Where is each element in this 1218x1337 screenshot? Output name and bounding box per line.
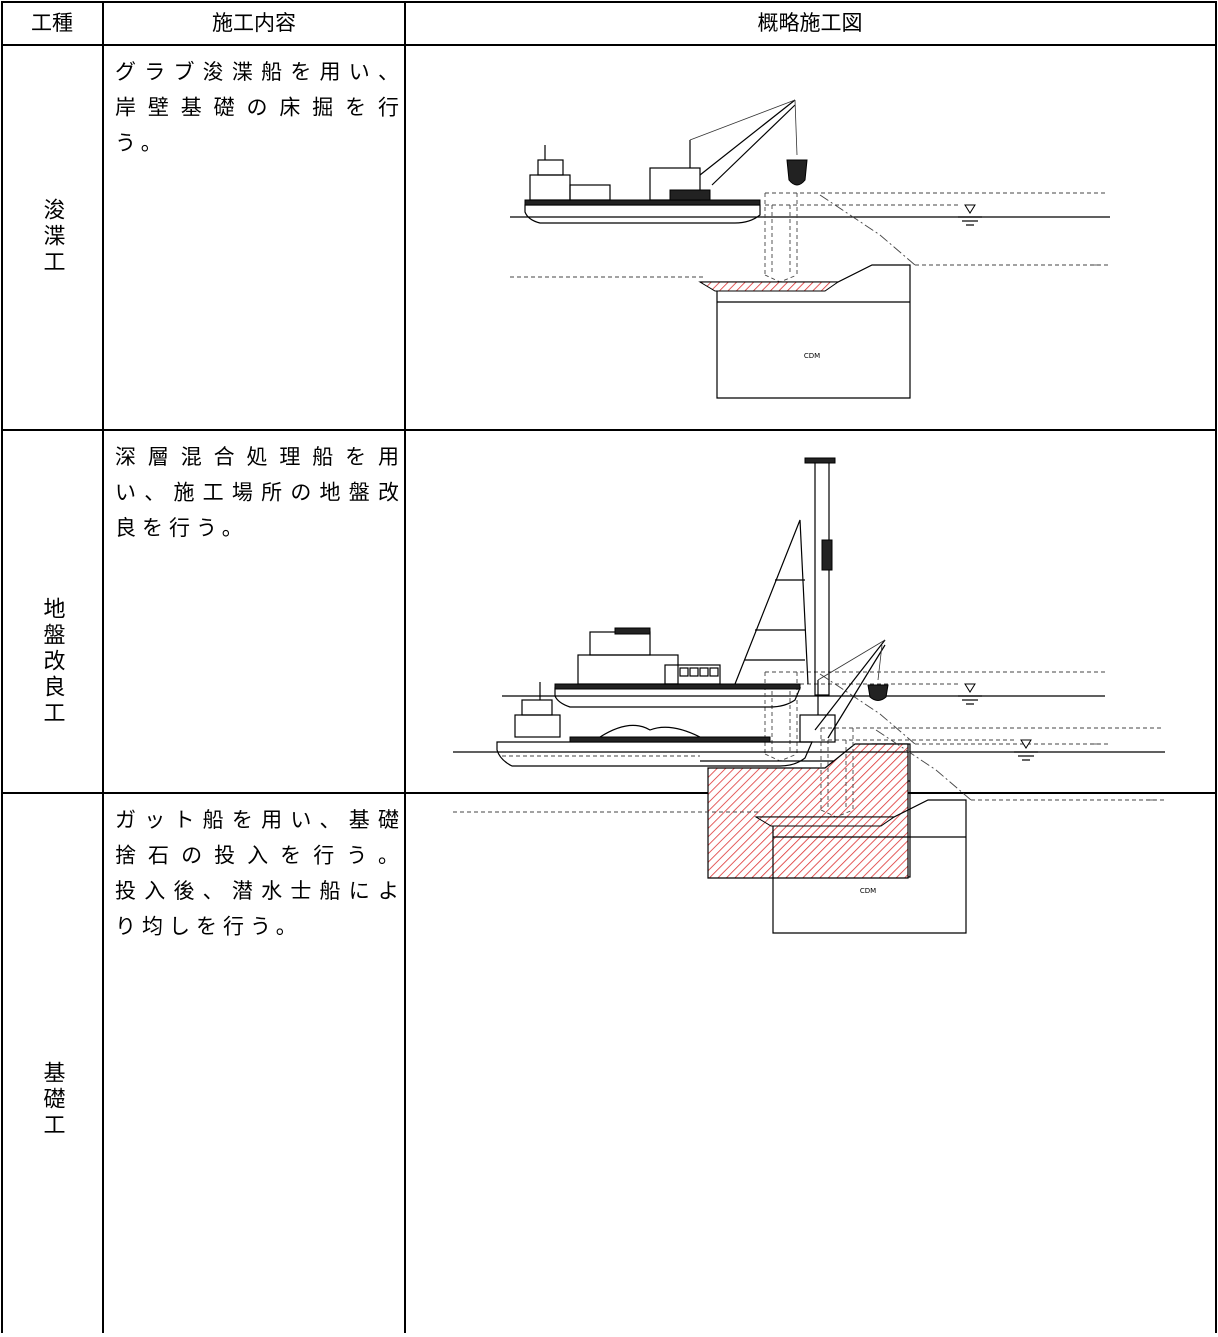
drawing-part <box>669 189 711 201</box>
drawing-part <box>814 461 830 696</box>
drawing-part <box>699 667 709 677</box>
description-line: グラブ浚渫船を用い、 <box>115 60 399 84</box>
drawing-part <box>877 644 883 681</box>
drawing-part <box>786 159 808 186</box>
description-line: う。 <box>115 131 168 155</box>
drawing-part <box>817 639 886 681</box>
diagram-foundation: CDM <box>453 639 1167 934</box>
diagram-label: CDM <box>860 887 876 895</box>
drawing-part <box>711 104 796 186</box>
drawing-part <box>554 687 801 708</box>
header-cell: 施工内容 <box>212 11 296 35</box>
drawing-part <box>707 743 909 879</box>
drawing-part <box>529 174 571 201</box>
drawing-part <box>569 184 611 201</box>
drawing-part <box>867 684 889 701</box>
drawing-part <box>554 683 801 690</box>
drawing-part <box>524 204 761 224</box>
diagram-dredging: CDM <box>510 99 1111 399</box>
drawing-part <box>599 724 701 738</box>
drawing-part <box>589 631 651 656</box>
work-type: 地盤改良工 <box>40 597 66 727</box>
drawing-part <box>827 644 886 739</box>
description-line: 投入後、潜水士船によ <box>115 879 399 903</box>
drawing-part <box>689 667 699 677</box>
drawing-part <box>821 539 833 571</box>
drawing-part <box>679 667 689 677</box>
drawing-part <box>699 192 1111 399</box>
drawing-part <box>754 816 896 827</box>
diagram-ground-improvement <box>502 457 1111 879</box>
drawing-part <box>537 159 564 176</box>
drawing-part <box>698 281 840 292</box>
description-line: 深層混合処理船を用 <box>115 445 399 469</box>
description-line: ガット船を用い、基礎 <box>115 808 399 832</box>
drawing-part <box>569 736 771 743</box>
drawing-part <box>689 99 796 141</box>
description-line: い、施工場所の地盤改 <box>115 481 399 505</box>
drawing-part <box>521 699 553 716</box>
work-type: 浚渫工 <box>40 198 66 276</box>
drawing-part <box>664 664 721 685</box>
drawing-part <box>577 654 679 685</box>
drawing-part <box>614 627 651 635</box>
drawing-part <box>794 99 798 156</box>
drawing-part <box>524 199 761 206</box>
drawing-part <box>496 741 813 767</box>
drawing-part <box>699 99 796 176</box>
drawing-part <box>709 667 719 677</box>
header-cell: 概略施工図 <box>758 11 863 35</box>
drawing-part <box>734 519 809 685</box>
header-row: 工種 施工内容 概略施工図 <box>31 11 863 35</box>
description-line: 良を行う。 <box>115 516 249 540</box>
drawing-part <box>814 639 886 731</box>
drawing-part <box>514 714 561 738</box>
description-line: り均しを行う。 <box>115 915 303 939</box>
description-line: 岸壁基礎の床掘を行 <box>115 96 399 120</box>
header-cell: 工種 <box>31 11 73 35</box>
description-line: 捨石の投入を行う。 <box>115 844 399 868</box>
work-type: 基礎工 <box>40 1061 66 1139</box>
diagram-label: CDM <box>804 352 820 360</box>
drawing-part <box>799 714 836 743</box>
drawing-part <box>804 457 836 464</box>
